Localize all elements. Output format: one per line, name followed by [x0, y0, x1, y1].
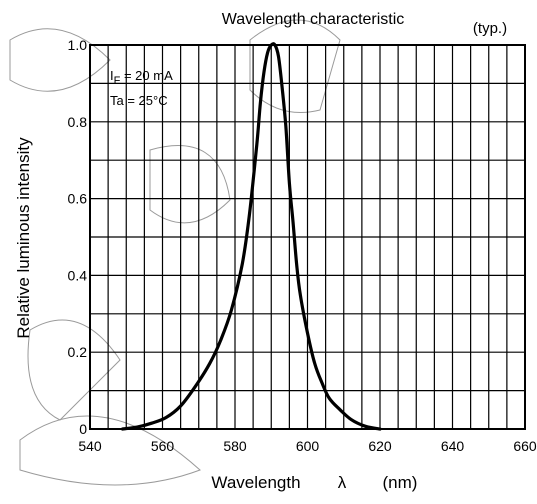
annotation-temperature: Ta = 25°C — [110, 93, 168, 108]
x-axis-label-symbol: λ — [338, 473, 347, 492]
plot-frame — [89, 44, 526, 430]
spectrum-curve — [121, 42, 382, 431]
y-tick-label: 0.4 — [68, 267, 88, 283]
x-tick-label: 560 — [151, 438, 175, 454]
x-axis-label: Wavelength λ (nm) — [211, 473, 417, 492]
y-tick-label: 0.2 — [68, 344, 88, 360]
annotation-current: IF = 20 mA — [110, 68, 173, 87]
watermark — [9, 19, 341, 486]
chart-subtitle: (typ.) — [473, 20, 507, 37]
y-tick-label: 0 — [79, 421, 87, 437]
x-tick-labels: 540 560 580 600 620 640 660 — [78, 438, 537, 454]
x-tick-label: 540 — [78, 438, 102, 454]
chart-title: Wavelength characteristic — [222, 11, 405, 28]
x-tick-label: 640 — [441, 438, 465, 454]
y-tick-labels: 0 0.2 0.4 0.6 0.8 1.0 — [68, 37, 88, 437]
y-axis-label: Relative luminous intensity — [14, 137, 33, 339]
x-tick-label: 600 — [296, 438, 320, 454]
x-tick-label: 660 — [513, 438, 537, 454]
x-axis-label-word: Wavelength — [211, 473, 300, 492]
x-tick-label: 580 — [223, 438, 247, 454]
y-tick-label: 0.6 — [68, 191, 88, 207]
x-axis-label-unit: (nm) — [383, 473, 418, 492]
grid-lines — [90, 45, 525, 429]
y-tick-label: 0.8 — [68, 114, 88, 130]
x-tick-label: 620 — [368, 438, 392, 454]
y-tick-label: 1.0 — [68, 37, 88, 53]
